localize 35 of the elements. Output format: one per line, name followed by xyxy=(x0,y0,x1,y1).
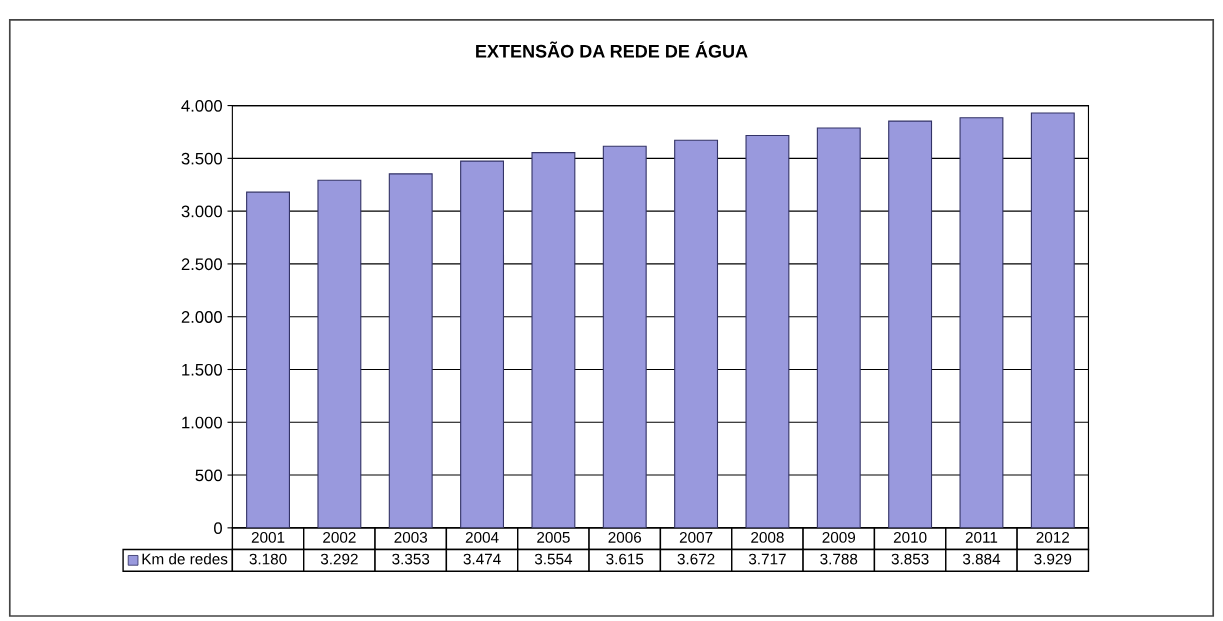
data-label: 3.672 xyxy=(677,553,715,565)
data-label: 3.788 xyxy=(820,553,858,565)
y-tick-label: 0 xyxy=(214,522,222,535)
chart-title: EXTENSÃO DA REDE DE ÁGUA xyxy=(476,41,748,58)
data-label: 3.853 xyxy=(891,553,929,565)
y-tick-label: 3.000 xyxy=(181,205,222,218)
x-tick-label: 2001 xyxy=(251,531,285,543)
y-tick-label: 2.000 xyxy=(181,311,222,323)
y-tick-label: 3.500 xyxy=(181,152,222,165)
x-tick-label: 2008 xyxy=(751,531,784,543)
data-label: 3.474 xyxy=(463,553,501,565)
x-tick-label: 2002 xyxy=(323,531,356,543)
x-tick-label: 2010 xyxy=(893,531,927,543)
data-label: 3.292 xyxy=(320,553,358,565)
y-tick-label: 1.500 xyxy=(182,363,222,376)
y-tick-label: 2.500 xyxy=(181,258,222,271)
data-label: 3.884 xyxy=(962,553,1001,565)
x-tick-label: 2004 xyxy=(465,531,499,543)
x-tick-label: 2003 xyxy=(394,531,428,543)
x-tick-label: 2009 xyxy=(822,531,856,543)
y-tick-label: 1.000 xyxy=(182,416,222,429)
x-tick-label: 2005 xyxy=(537,531,570,543)
data-label: 3.717 xyxy=(748,553,786,565)
y-tick-label: 4.000 xyxy=(181,99,222,112)
y-tick-label: 500 xyxy=(195,469,222,482)
x-tick-label: 2011 xyxy=(965,531,998,543)
legend-label: Km de redes xyxy=(142,553,228,565)
x-tick-label: 2006 xyxy=(608,531,642,543)
data-label: 3.615 xyxy=(606,553,644,565)
data-label: 3.929 xyxy=(1034,553,1072,565)
data-label: 3.180 xyxy=(249,553,287,565)
data-label: 3.353 xyxy=(392,553,430,565)
x-tick-label: 2012 xyxy=(1036,531,1070,543)
x-tick-label: 2007 xyxy=(679,531,713,543)
data-label: 3.554 xyxy=(534,553,573,565)
